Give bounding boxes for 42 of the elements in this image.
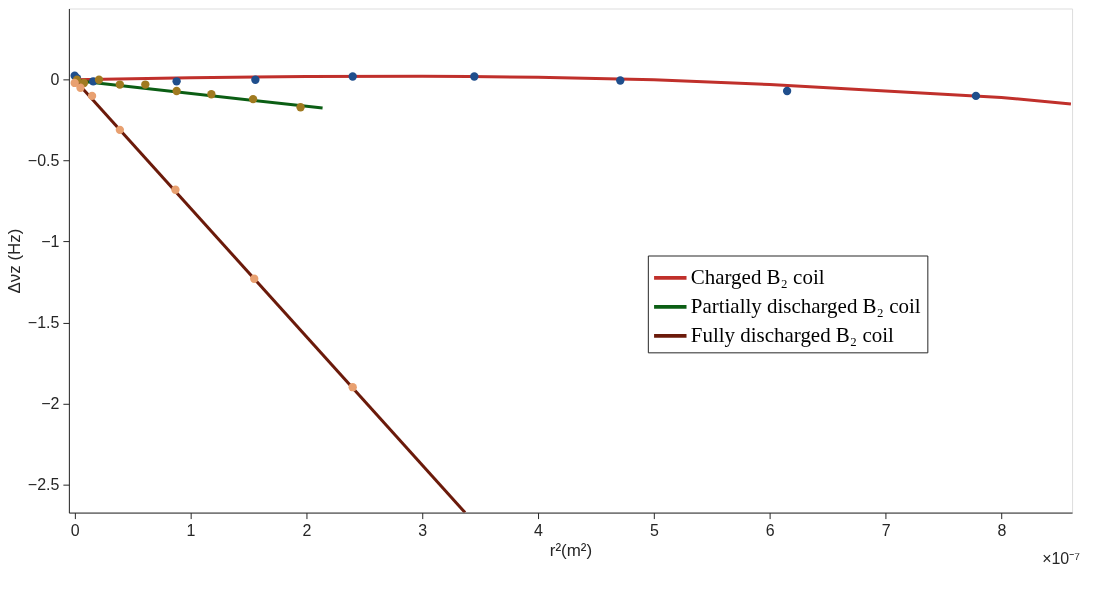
point [250,274,259,283]
point [207,90,216,99]
point [971,91,981,101]
x-tick-label: 6 [765,522,775,540]
x-tick-label: 5 [649,522,659,540]
x-tick-label: 7 [881,522,891,540]
legend-label: Partially discharged B₂ coil [690,293,921,318]
point [251,75,260,84]
point [94,75,104,84]
point [115,125,125,135]
point [782,86,792,96]
x-tick-label: 8 [997,522,1007,540]
y-tick-label: −1.5 [27,313,60,331]
x-tick-label: 1 [186,522,196,540]
point [172,77,181,86]
point [76,83,85,92]
point [172,86,181,96]
point [296,103,305,112]
legend-label: Fully discharged B₂ coil [690,322,894,347]
point [171,185,180,194]
y-tick-label: −1 [41,233,60,251]
x-tick-label: 4 [534,522,544,540]
text: ×10⁻⁷ [1042,549,1081,567]
point [87,91,97,101]
y-axis-title: Δνz (Hz) [4,228,24,294]
point [348,383,357,392]
x-tick-label: 3 [418,522,428,540]
point [348,72,357,81]
y-tick-label: 0 [50,71,60,89]
legend-label: Charged B₂ coil [690,264,825,289]
y-tick-label: −2.5 [27,475,60,493]
x-tick-label: 0 [70,522,80,540]
point [470,72,479,81]
point [115,80,125,89]
y-tick-label: −0.5 [27,152,60,170]
point [70,78,79,88]
x-axis-title: r²(m²) [549,541,593,561]
y-tick-label: −2 [41,394,60,412]
point [248,94,258,104]
point [616,76,625,85]
point [141,80,150,89]
x-tick-label: 2 [302,522,312,540]
